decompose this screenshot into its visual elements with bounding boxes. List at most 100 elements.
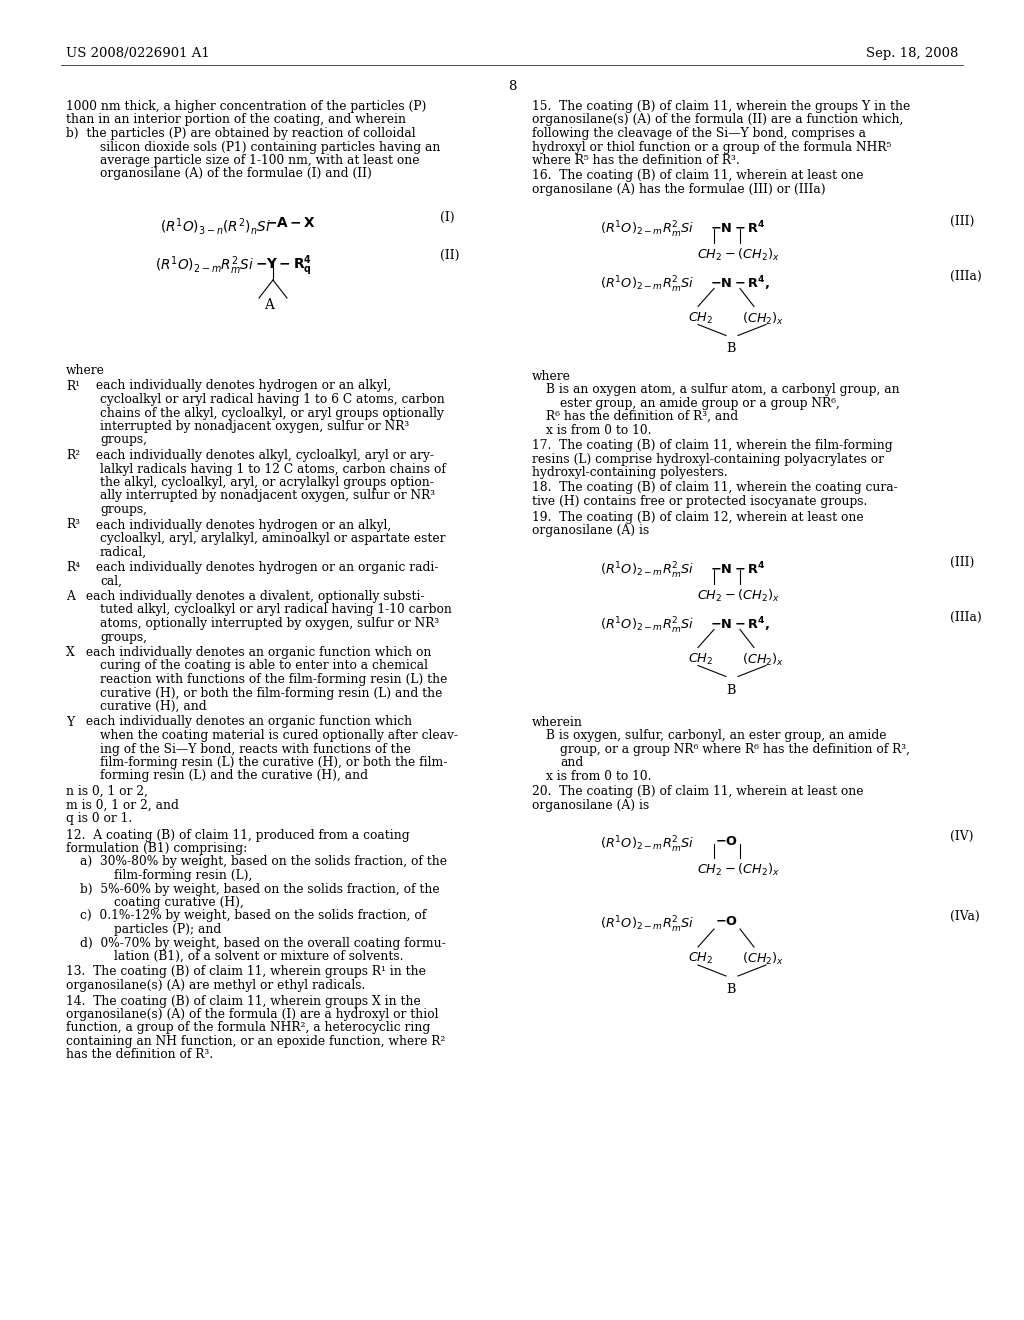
Text: $\mathbf{-A-X}$: $\mathbf{-A-X}$ [265, 216, 316, 230]
Text: cal,: cal, [100, 574, 122, 587]
Text: where: where [532, 370, 570, 383]
Text: organosilane(s) (A) are methyl or ethyl radicals.: organosilane(s) (A) are methyl or ethyl … [66, 979, 366, 993]
Text: radical,: radical, [100, 545, 147, 558]
Text: 12.  A coating (B) of claim 11, produced from a coating: 12. A coating (B) of claim 11, produced … [66, 829, 410, 842]
Text: $CH_2$: $CH_2$ [688, 310, 714, 326]
Text: reaction with functions of the film-forming resin (L) the: reaction with functions of the film-form… [100, 673, 447, 686]
Text: curative (H), or both the film-forming resin (L) and the: curative (H), or both the film-forming r… [100, 686, 442, 700]
Text: film-forming resin (L),: film-forming resin (L), [114, 869, 252, 882]
Text: (IIIa): (IIIa) [950, 610, 982, 623]
Text: c)  0.1%-12% by weight, based on the solids fraction, of: c) 0.1%-12% by weight, based on the soli… [80, 909, 426, 923]
Text: film-forming resin (L) the curative (H), or both the film-: film-forming resin (L) the curative (H),… [100, 756, 447, 770]
Text: and: and [560, 756, 584, 770]
Text: $(R^1O)_{2-m}R^2_mSi$: $(R^1O)_{2-m}R^2_mSi$ [600, 615, 694, 636]
Text: $(R^1O)_{2-m}R^2_mSi$: $(R^1O)_{2-m}R^2_mSi$ [155, 253, 254, 277]
Text: 13.  The coating (B) of claim 11, wherein groups R¹ in the: 13. The coating (B) of claim 11, wherein… [66, 965, 426, 978]
Text: A: A [66, 590, 75, 603]
Text: than in an interior portion of the coating, and wherein: than in an interior portion of the coati… [66, 114, 406, 127]
Text: group, or a group NR⁶ where R⁶ has the definition of R³,: group, or a group NR⁶ where R⁶ has the d… [560, 742, 910, 755]
Text: hydroxyl or thiol function or a group of the formula NHR⁵: hydroxyl or thiol function or a group of… [532, 140, 891, 153]
Text: each individually denotes an organic function which: each individually denotes an organic fun… [82, 715, 412, 729]
Text: R⁴: R⁴ [66, 561, 80, 574]
Text: 1000 nm thick, a higher concentration of the particles (P): 1000 nm thick, a higher concentration of… [66, 100, 426, 114]
Text: m is 0, 1 or 2, and: m is 0, 1 or 2, and [66, 799, 179, 812]
Text: B is oxygen, sulfur, carbonyl, an ester group, an amide: B is oxygen, sulfur, carbonyl, an ester … [546, 729, 887, 742]
Text: 18.  The coating (B) of claim 11, wherein the coating cura-: 18. The coating (B) of claim 11, wherein… [532, 482, 898, 495]
Text: B is an oxygen atom, a sulfur atom, a carbonyl group, an: B is an oxygen atom, a sulfur atom, a ca… [546, 383, 900, 396]
Text: 19.  The coating (B) of claim 12, wherein at least one: 19. The coating (B) of claim 12, wherein… [532, 511, 863, 524]
Text: $(CH_2)_x$: $(CH_2)_x$ [742, 652, 784, 668]
Text: (IIIa): (IIIa) [950, 269, 982, 282]
Text: silicon dioxide sols (P1) containing particles having an: silicon dioxide sols (P1) containing par… [100, 140, 440, 153]
Text: b)  the particles (P) are obtained by reaction of colloidal: b) the particles (P) are obtained by rea… [66, 127, 416, 140]
Text: each individually denotes alkyl, cycloalkyl, aryl or ary-: each individually denotes alkyl, cycloal… [92, 449, 434, 462]
Text: $\mathbf{-Y-R^4_q}$: $\mathbf{-Y-R^4_q}$ [255, 253, 312, 279]
Text: R²: R² [66, 449, 80, 462]
Text: $\bf{-O}$: $\bf{-O}$ [715, 915, 738, 928]
Text: US 2008/0226901 A1: US 2008/0226901 A1 [66, 48, 210, 59]
Text: organosilane (A) is: organosilane (A) is [532, 524, 649, 537]
Text: ing of the Si—Y bond, reacts with functions of the: ing of the Si—Y bond, reacts with functi… [100, 742, 411, 755]
Text: ester group, an amide group or a group NR⁶,: ester group, an amide group or a group N… [560, 396, 840, 409]
Text: lalkyl radicals having 1 to 12 C atoms, carbon chains of: lalkyl radicals having 1 to 12 C atoms, … [100, 462, 445, 475]
Text: atoms, optionally interrupted by oxygen, sulfur or NR³: atoms, optionally interrupted by oxygen,… [100, 616, 439, 630]
Text: each individually denotes hydrogen or an alkyl,: each individually denotes hydrogen or an… [92, 380, 391, 392]
Text: the alkyl, cycloalkyl, aryl, or acrylalkyl groups option-: the alkyl, cycloalkyl, aryl, or acrylalk… [100, 477, 434, 488]
Text: b)  5%-60% by weight, based on the solids fraction, of the: b) 5%-60% by weight, based on the solids… [80, 883, 439, 895]
Text: x is from 0 to 10.: x is from 0 to 10. [546, 424, 651, 437]
Text: $\bf{-N-R^4,}$: $\bf{-N-R^4,}$ [710, 615, 770, 634]
Text: following the cleavage of the Si—Y bond, comprises a: following the cleavage of the Si—Y bond,… [532, 127, 866, 140]
Text: forming resin (L) and the curative (H), and: forming resin (L) and the curative (H), … [100, 770, 368, 783]
Text: where R⁵ has the definition of R³.: where R⁵ has the definition of R³. [532, 154, 739, 168]
Text: $CH_2-(CH_2)_x$: $CH_2-(CH_2)_x$ [697, 587, 780, 603]
Text: coating curative (H),: coating curative (H), [114, 896, 244, 909]
Text: when the coating material is cured optionally after cleav-: when the coating material is cured optio… [100, 729, 458, 742]
Text: n is 0, 1 or 2,: n is 0, 1 or 2, [66, 785, 148, 799]
Text: q is 0 or 1.: q is 0 or 1. [66, 812, 132, 825]
Text: has the definition of R³.: has the definition of R³. [66, 1048, 213, 1061]
Text: hydroxyl-containing polyesters.: hydroxyl-containing polyesters. [532, 466, 728, 479]
Text: (III): (III) [950, 556, 975, 569]
Text: B: B [726, 342, 735, 355]
Text: (III): (III) [950, 214, 975, 227]
Text: $(CH_2)_x$: $(CH_2)_x$ [742, 310, 784, 326]
Text: 17.  The coating (B) of claim 11, wherein the film-forming: 17. The coating (B) of claim 11, wherein… [532, 440, 893, 451]
Text: organosilane (A) has the formulae (III) or (IIIa): organosilane (A) has the formulae (III) … [532, 183, 825, 195]
Text: (IVa): (IVa) [950, 909, 980, 923]
Text: ally interrupted by nonadjacent oxygen, sulfur or NR³: ally interrupted by nonadjacent oxygen, … [100, 490, 435, 503]
Text: X: X [66, 645, 75, 659]
Text: groups,: groups, [100, 631, 147, 644]
Text: resins (L) comprise hydroxyl-containing polyacrylates or: resins (L) comprise hydroxyl-containing … [532, 453, 884, 466]
Text: x is from 0 to 10.: x is from 0 to 10. [546, 770, 651, 783]
Text: Sep. 18, 2008: Sep. 18, 2008 [865, 48, 958, 59]
Text: $(R^1O)_{2-m}R^2_mSi$: $(R^1O)_{2-m}R^2_mSi$ [600, 915, 694, 935]
Text: particles (P); and: particles (P); and [114, 923, 221, 936]
Text: 8: 8 [508, 81, 516, 92]
Text: where: where [66, 364, 104, 378]
Text: chains of the alkyl, cycloalkyl, or aryl groups optionally: chains of the alkyl, cycloalkyl, or aryl… [100, 407, 443, 420]
Text: R⁶ has the definition of R³, and: R⁶ has the definition of R³, and [546, 411, 738, 422]
Text: A: A [264, 298, 274, 312]
Text: wherein: wherein [532, 715, 583, 729]
Text: $\bf{-N-R^4}$: $\bf{-N-R^4}$ [710, 561, 765, 577]
Text: organosilane (A) of the formulae (I) and (II): organosilane (A) of the formulae (I) and… [100, 168, 372, 181]
Text: R¹: R¹ [66, 380, 80, 392]
Text: organosilane(s) (A) of the formula (II) are a function which,: organosilane(s) (A) of the formula (II) … [532, 114, 903, 127]
Text: d)  0%-70% by weight, based on the overall coating formu-: d) 0%-70% by weight, based on the overal… [80, 936, 445, 949]
Text: a)  30%-80% by weight, based on the solids fraction, of the: a) 30%-80% by weight, based on the solid… [80, 855, 447, 869]
Text: average particle size of 1-100 nm, with at least one: average particle size of 1-100 nm, with … [100, 154, 420, 168]
Text: groups,: groups, [100, 503, 147, 516]
Text: B: B [726, 983, 735, 997]
Text: $(CH_2)_x$: $(CH_2)_x$ [742, 950, 784, 968]
Text: $(R^1O)_{2-m}R^2_mSi$: $(R^1O)_{2-m}R^2_mSi$ [600, 561, 694, 581]
Text: cycloalkyl, aryl, arylalkyl, aminoalkyl or aspartate ester: cycloalkyl, aryl, arylalkyl, aminoalkyl … [100, 532, 445, 545]
Text: tive (H) contains free or protected isocyanate groups.: tive (H) contains free or protected isoc… [532, 495, 867, 508]
Text: Y: Y [66, 715, 75, 729]
Text: containing an NH function, or an epoxide function, where R²: containing an NH function, or an epoxide… [66, 1035, 445, 1048]
Text: $\bf{-N-R^4,}$: $\bf{-N-R^4,}$ [710, 275, 770, 293]
Text: tuted alkyl, cycloalkyl or aryl radical having 1-10 carbon: tuted alkyl, cycloalkyl or aryl radical … [100, 603, 452, 616]
Text: curing of the coating is able to enter into a chemical: curing of the coating is able to enter i… [100, 660, 428, 672]
Text: each individually denotes an organic function which on: each individually denotes an organic fun… [82, 645, 431, 659]
Text: $\bf{-N-R^4}$: $\bf{-N-R^4}$ [710, 219, 765, 236]
Text: 14.  The coating (B) of claim 11, wherein groups X in the: 14. The coating (B) of claim 11, wherein… [66, 994, 421, 1007]
